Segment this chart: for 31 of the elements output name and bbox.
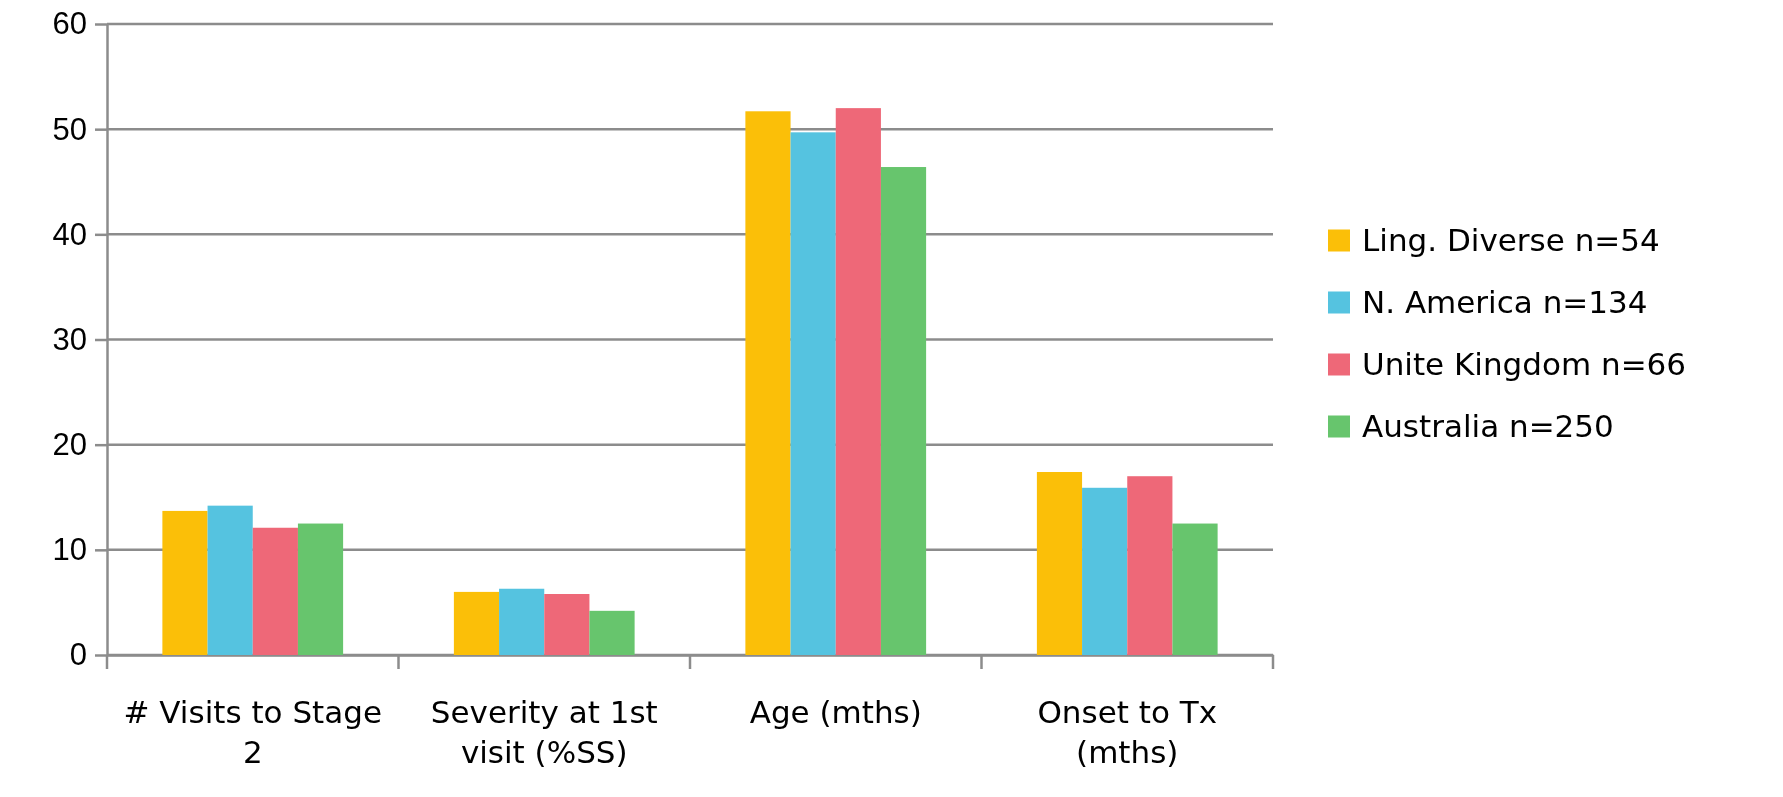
bar — [589, 610, 635, 655]
x-tick-label: Severity at 1st visit (%SS) — [430, 694, 658, 770]
y-tick-label: 40 — [52, 216, 87, 252]
x-tick-label: # Visits to Stage 2 — [123, 694, 382, 770]
bar — [880, 167, 927, 655]
legend-label: N. America n=134 — [1362, 283, 1648, 320]
bar — [1172, 523, 1218, 655]
bar — [297, 523, 344, 655]
x-tick-label: Onset to Tx (mths) — [1037, 694, 1218, 770]
bar — [544, 594, 590, 655]
bar — [162, 510, 208, 655]
bar — [453, 591, 500, 655]
bar — [1127, 476, 1173, 655]
y-tick-label: 20 — [52, 427, 87, 463]
bar — [207, 505, 253, 655]
bar — [745, 111, 791, 655]
bar — [1036, 472, 1083, 655]
bar — [499, 588, 545, 655]
legend-label: Unite Kingdom n=66 — [1362, 345, 1687, 382]
bar — [1082, 487, 1128, 655]
y-tick-label: 60 — [52, 6, 87, 42]
bar — [790, 132, 836, 655]
bar — [252, 527, 298, 655]
legend-label: Australia n=250 — [1362, 407, 1614, 444]
x-tick-label: Age (mths) — [749, 694, 922, 730]
y-tick-label: 50 — [52, 111, 87, 147]
legend-label: Ling. Diverse n=54 — [1362, 221, 1660, 258]
y-tick-label: 10 — [52, 532, 87, 568]
y-tick-label: 0 — [69, 637, 87, 673]
bar — [835, 108, 881, 655]
y-tick-label: 30 — [52, 321, 87, 357]
